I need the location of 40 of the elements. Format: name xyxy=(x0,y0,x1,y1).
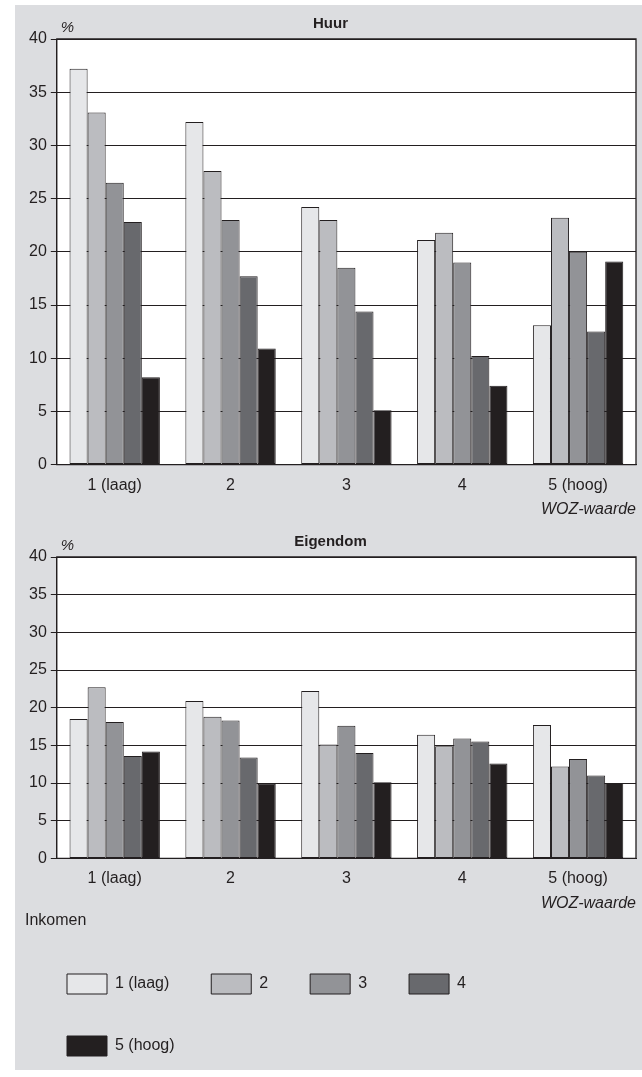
y-tick-label: 5 xyxy=(37,811,47,829)
y-tick-label: 15 xyxy=(29,295,47,313)
x-tick-label: 4 xyxy=(457,869,467,887)
y-tick-label: 40 xyxy=(29,29,47,47)
y-tick-label: 25 xyxy=(29,189,47,207)
x-tick-label: 1 (laag) xyxy=(87,475,142,493)
legend-label: 5 (hoog) xyxy=(115,1036,175,1054)
y-tick-label: 0 xyxy=(37,455,47,473)
y-tick-label: 25 xyxy=(29,660,47,678)
y-tick-label: 5 xyxy=(37,401,47,419)
x-tick-label: 5 (hoog) xyxy=(548,475,608,493)
legend-label: 3 xyxy=(358,974,368,992)
y-tick-label: 40 xyxy=(29,547,47,565)
x-tick-label: 4 xyxy=(457,475,467,493)
y-axis-title: % xyxy=(60,17,75,35)
legend-title: Inkomen xyxy=(25,911,87,929)
y-tick-label: 35 xyxy=(29,82,47,100)
x-tick-label: 3 xyxy=(341,869,351,887)
y-tick-label: 20 xyxy=(29,242,47,260)
x-tick-label: 2 xyxy=(226,869,236,887)
x-tick-label: 2 xyxy=(226,475,236,493)
legend-label: 4 xyxy=(457,974,467,992)
legend-label: 2 xyxy=(259,974,269,992)
x-tick-label: 3 xyxy=(341,475,351,493)
x-axis-title: WOZ-waarde xyxy=(540,499,637,517)
y-tick-label: 30 xyxy=(29,135,47,153)
y-tick-label: 30 xyxy=(29,622,47,640)
y-tick-label: 20 xyxy=(29,698,47,716)
y-tick-label: 10 xyxy=(29,348,47,366)
y-tick-label: 15 xyxy=(29,735,47,753)
y-tick-label: 35 xyxy=(29,585,47,603)
x-tick-label: 1 (laag) xyxy=(87,869,142,887)
y-tick-label: 10 xyxy=(29,773,47,791)
legend-label: 1 (laag) xyxy=(115,974,170,992)
y-tick-label: 0 xyxy=(37,848,47,866)
y-axis-title: % xyxy=(60,535,75,553)
x-axis-title: WOZ-waarde xyxy=(540,893,637,911)
chart-title: Huur xyxy=(313,14,349,32)
chart-title: Eigendom xyxy=(294,532,367,550)
x-tick-label: 5 (hoog) xyxy=(548,869,608,887)
